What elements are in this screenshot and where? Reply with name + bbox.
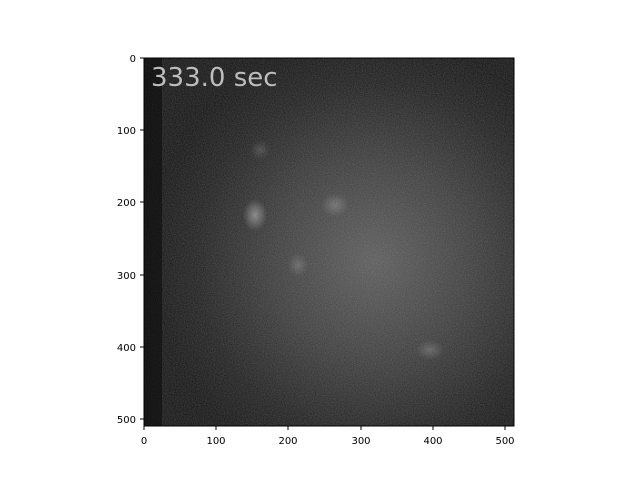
timestamp-label: 333.0 sec <box>151 63 278 93</box>
y-tick-label: 200 <box>117 198 136 209</box>
x-tick-label: 200 <box>278 436 297 447</box>
microscopy-image <box>144 58 514 426</box>
x-tick-label: 0 <box>141 436 147 447</box>
x-tick-label: 300 <box>351 436 370 447</box>
x-axis: 0 100 200 300 400 500 <box>141 426 515 447</box>
y-tick-label: 100 <box>117 126 136 137</box>
x-tick-label: 500 <box>495 436 514 447</box>
y-tick-label: 300 <box>117 271 136 282</box>
x-tick-label: 400 <box>423 436 442 447</box>
y-tick-label: 400 <box>117 343 136 354</box>
axes-frame <box>143 57 515 427</box>
y-axis: 0 100 200 300 400 500 <box>117 54 144 426</box>
y-tick-label: 500 <box>117 415 136 426</box>
y-tick-label: 0 <box>130 54 136 65</box>
x-tick-label: 100 <box>206 436 225 447</box>
